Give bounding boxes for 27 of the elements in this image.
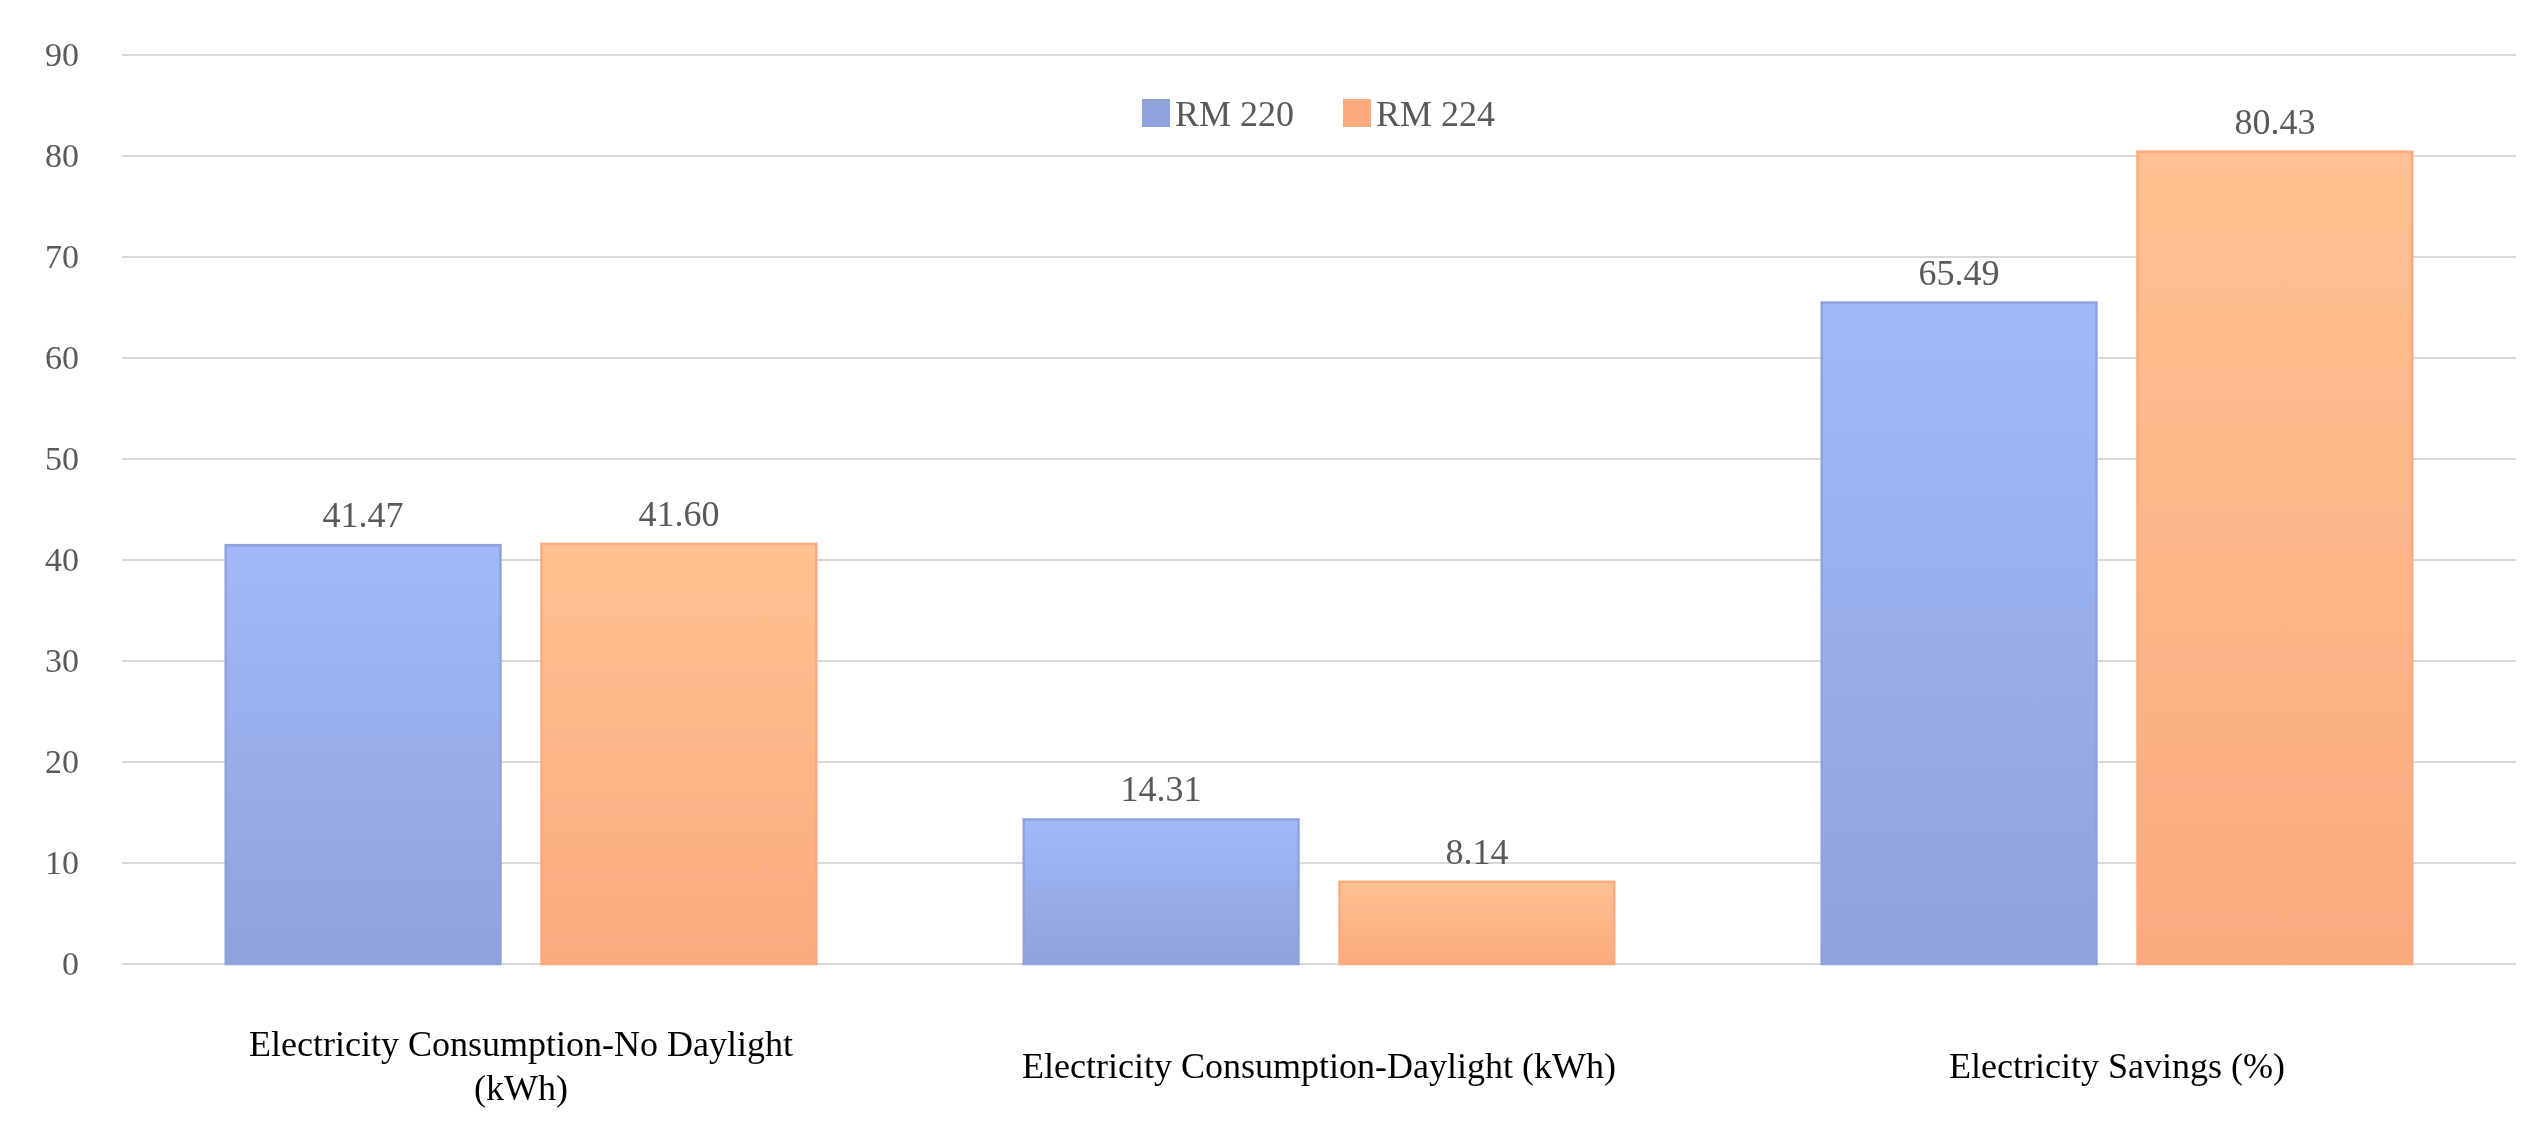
x-tick-label: Electricity Savings (%) (1949, 1045, 2285, 1086)
y-tick-label: 20 (45, 743, 79, 781)
bar (1820, 301, 2098, 966)
y-tick-label: 0 (62, 945, 79, 983)
y-tick-label: 80 (45, 137, 79, 175)
y-tick-label: 50 (45, 440, 79, 478)
bar (224, 543, 502, 966)
y-tick-label: 90 (45, 36, 79, 74)
text: 41.60 (638, 493, 720, 534)
bar (2136, 150, 2414, 966)
text: 14.31 (1120, 769, 1202, 810)
y-tick-label: 60 (45, 339, 79, 377)
text: 65.49 (1918, 252, 2000, 293)
legend-label: RM 224 (1376, 93, 1496, 134)
y-tick-label: 70 (45, 238, 79, 276)
bar (540, 542, 818, 966)
text: 41.47 (322, 495, 404, 536)
bar (1022, 818, 1300, 966)
x-tick-label: Electricity Consumption-No Daylight (kWh) (249, 1023, 793, 1108)
y-tick-label: 30 (45, 642, 79, 680)
text: 8.14 (1445, 831, 1509, 872)
text: 80.43 (2234, 101, 2316, 142)
bar (1338, 880, 1616, 966)
y-tick-label: 10 (45, 844, 79, 882)
y-tick-label: 40 (45, 541, 79, 579)
x-tick-label: Electricity Consumption-Daylight (kWh) (1022, 1045, 1616, 1086)
legend-label: RM 220 (1174, 93, 1294, 134)
